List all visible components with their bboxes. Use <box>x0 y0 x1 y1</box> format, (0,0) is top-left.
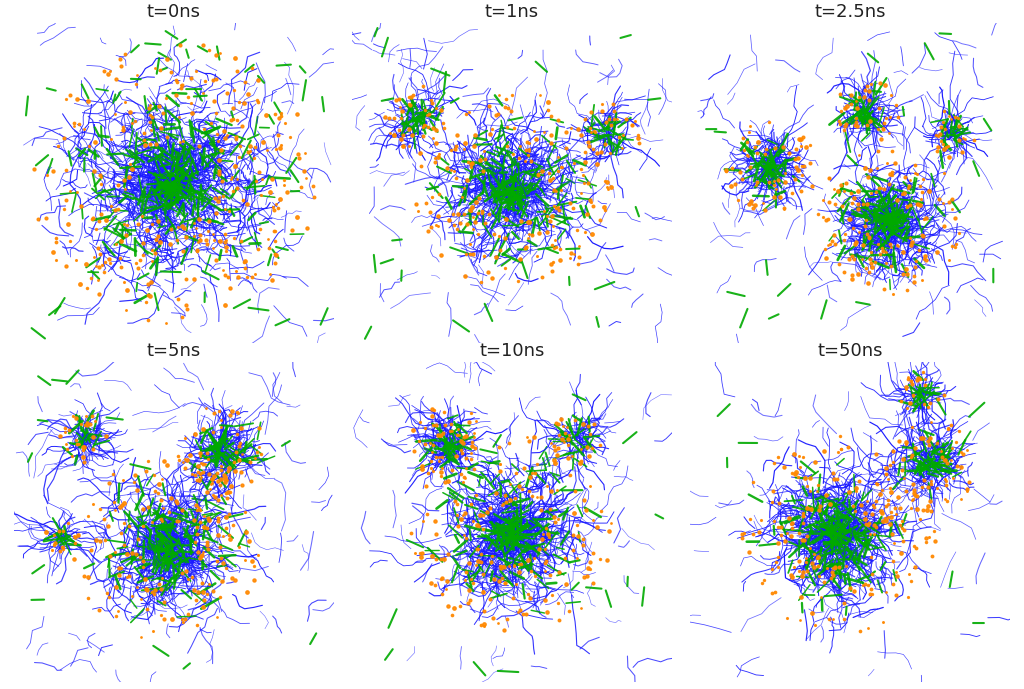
Title: t=50ns: t=50ns <box>817 342 883 360</box>
Title: t=2.5ns: t=2.5ns <box>814 3 886 21</box>
Title: t=0ns: t=0ns <box>146 3 201 21</box>
Title: t=5ns: t=5ns <box>146 342 201 360</box>
Title: t=1ns: t=1ns <box>485 3 539 21</box>
Title: t=10ns: t=10ns <box>479 342 545 360</box>
